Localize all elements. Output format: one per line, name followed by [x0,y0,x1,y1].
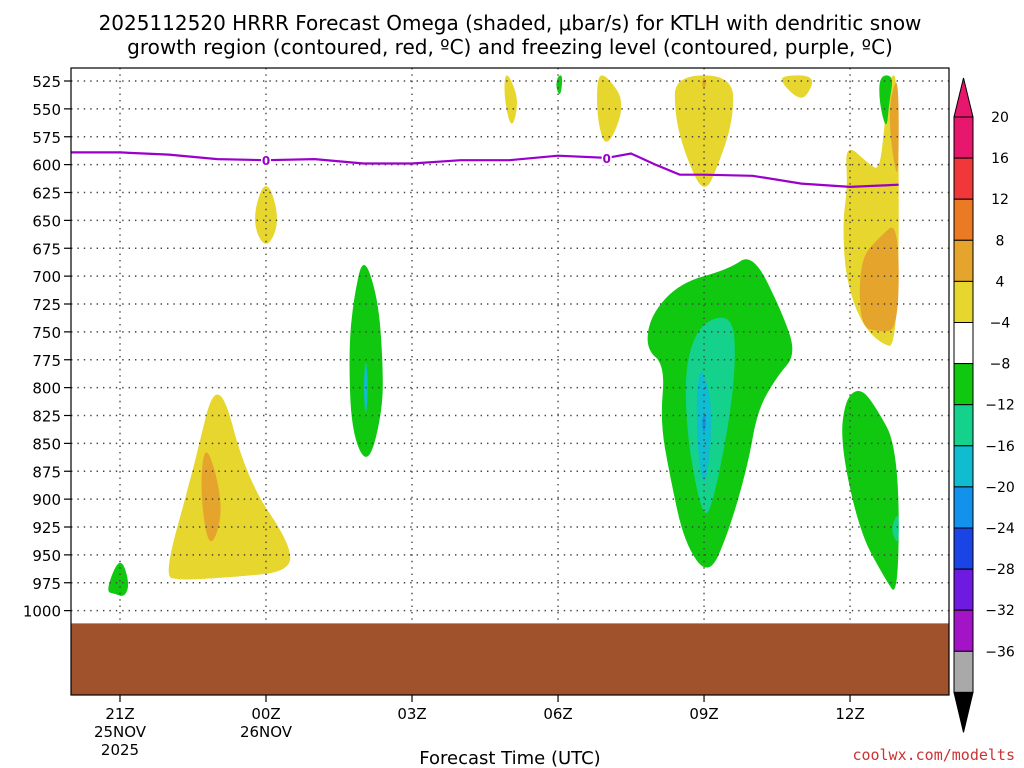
colorbar-swatch [953,445,974,488]
x-tick-year: 2025 [101,741,139,759]
surface-ground [71,623,949,695]
freezing-level-label: 0 [262,154,270,168]
chart-title-line-1: 2025112520 HRRR Forecast Omega (shaded, … [99,11,922,35]
colorbar-label: 20 [991,110,1009,126]
y-tick-label: 700 [32,268,61,286]
x-tick-label: 03Z [397,705,426,723]
y-tick-label: 650 [32,212,61,230]
x-tick-date: 26NOV [240,723,293,741]
colorbar-label: −20 [985,480,1015,496]
omega-area-rise-6-core [859,227,899,332]
y-axis: 525 550 575 600 625 650 675 700 725 750 775 800 825 8… [23,73,71,621]
x-tick-label: 09Z [689,705,718,723]
x-tick-label: 12Z [835,705,864,723]
credit-text: coolwx.com/modelts [852,746,1015,764]
y-tick-label: 900 [32,491,61,509]
colorbar-swatch [953,568,974,611]
colorbar-swatch [953,486,974,529]
omega-area-sink-0 [108,562,129,596]
colorbar-swatch [953,157,974,200]
colorbar-swatch [953,322,974,365]
colorbar-swatch [953,527,974,570]
colorbar-label: −4 [990,316,1011,332]
omega-area-sink-4 [842,390,899,590]
colorbar: 20 16 12 8 4 −4 −8 −12 −16 −20 −24 −28 −32 −36 [953,77,1015,733]
freezing-label-bg-0 [261,152,272,168]
y-tick-label: 975 [32,575,61,593]
colorbar-swatch [953,363,974,406]
y-tick-label: 950 [32,547,61,565]
omega-area-rise-4 [674,75,734,187]
colorbar-swatch [953,280,974,323]
plot-frame [70,67,950,696]
colorbar-label: −12 [985,398,1015,414]
y-tick-label: 1000 [23,603,61,621]
colorbar-bottom-arrow [953,691,974,733]
colorbar-swatch [953,116,974,159]
surface-layer [71,623,949,695]
x-tick-label: 00Z [251,705,280,723]
y-tick-label: 600 [32,157,61,175]
freezing-label-bg-1 [601,149,612,165]
omega-area-sink-3 [879,75,893,125]
colorbar-swatch [953,650,974,693]
colorbar-label: −36 [985,644,1015,660]
colorbar-label: −32 [985,603,1015,619]
colorbar-label: 16 [991,151,1009,167]
omega-area-rise-5 [781,75,813,98]
omega-area-rise-1-core [201,452,221,542]
y-tick-label: 825 [32,408,61,426]
y-tick-label: 550 [32,101,61,119]
omega-area-rise-1 [168,394,291,580]
colorbar-label: 4 [996,274,1005,290]
colorbar-label: 12 [991,192,1009,208]
y-tick-label: 800 [32,380,61,398]
chart-title-line-2: growth region (contoured, red, ºC) and f… [127,35,893,59]
omega-area-sink-5 [556,75,563,95]
colorbar-label: −28 [985,562,1015,578]
y-tick-label: 850 [32,435,61,453]
colorbar-swatch [953,609,974,652]
omega-shaded-areas [108,75,899,596]
x-tick-label: 21Z [105,705,134,723]
y-tick-label: 875 [32,463,61,481]
colorbar-label: −24 [985,521,1015,537]
y-tick-label: 725 [32,296,61,314]
omega-area-rise-2 [504,75,517,124]
omega-area-rise-4-core [702,77,706,88]
freezing-level-line [71,151,899,189]
colorbar-swatch [953,404,974,447]
x-axis-label: Forecast Time (UTC) [419,748,600,768]
freezing-level-label: 0 [603,152,611,166]
colorbar-label: −16 [985,439,1015,455]
omega-area-rise-0 [255,186,277,244]
x-tick-label: 06Z [543,705,572,723]
omega-area-sink-1 [349,264,383,457]
colorbar-label: −8 [990,357,1011,373]
omega-area-sink-4-core [892,515,899,542]
x-tick-date: 25NOV [94,723,147,741]
colorbar-swatch [953,239,974,282]
y-tick-label: 750 [32,324,61,342]
omega-area-sink-2-center [702,414,706,432]
y-tick-label: 925 [32,519,61,537]
y-tick-label: 525 [32,73,61,91]
y-tick-label: 575 [32,129,61,147]
omega-area-rise-6-inner [889,82,899,173]
y-tick-label: 675 [32,240,61,258]
y-tick-label: 775 [32,352,61,370]
y-tick-label: 625 [32,185,61,203]
colorbar-label: 8 [996,233,1005,249]
colorbar-swatch [953,198,974,241]
